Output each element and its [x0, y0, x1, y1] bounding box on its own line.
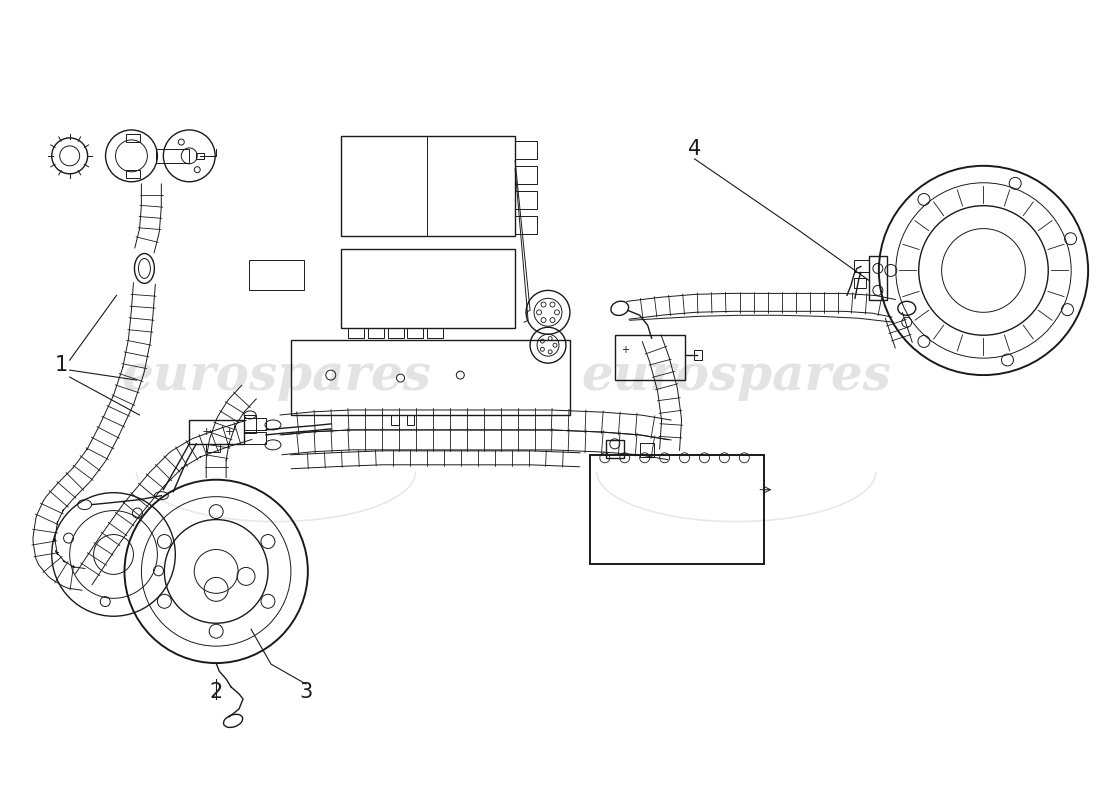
- Bar: [694, 350, 703, 360]
- Bar: [126, 170, 141, 178]
- Bar: [348, 328, 364, 338]
- Bar: [126, 134, 141, 142]
- Bar: [341, 136, 515, 235]
- Bar: [390, 415, 398, 425]
- Bar: [615, 335, 684, 380]
- Bar: [854, 261, 869, 273]
- Bar: [249, 261, 304, 290]
- Text: +: +: [620, 345, 629, 355]
- Text: 2: 2: [209, 682, 223, 702]
- Bar: [244, 415, 256, 433]
- Text: +: +: [201, 427, 211, 437]
- Text: 1: 1: [55, 355, 68, 375]
- Bar: [407, 415, 415, 425]
- Bar: [515, 190, 537, 209]
- Text: 4: 4: [688, 139, 701, 159]
- Bar: [854, 278, 866, 288]
- Text: eurospares: eurospares: [121, 351, 431, 401]
- Bar: [428, 328, 443, 338]
- Bar: [156, 149, 189, 163]
- Bar: [387, 328, 404, 338]
- Bar: [515, 141, 537, 159]
- Text: +: +: [224, 427, 234, 437]
- Bar: [367, 328, 384, 338]
- Text: eurospares: eurospares: [582, 351, 891, 401]
- Bar: [515, 166, 537, 184]
- Bar: [244, 418, 266, 430]
- Bar: [290, 340, 570, 415]
- Bar: [244, 432, 266, 444]
- Bar: [515, 216, 537, 234]
- Bar: [196, 153, 205, 159]
- Bar: [206, 444, 220, 452]
- Text: 3: 3: [299, 682, 312, 702]
- Bar: [869, 255, 887, 300]
- Bar: [640, 443, 653, 457]
- Bar: [341, 249, 515, 328]
- Bar: [590, 455, 764, 565]
- Bar: [606, 440, 624, 458]
- Bar: [189, 420, 244, 444]
- Bar: [407, 328, 424, 338]
